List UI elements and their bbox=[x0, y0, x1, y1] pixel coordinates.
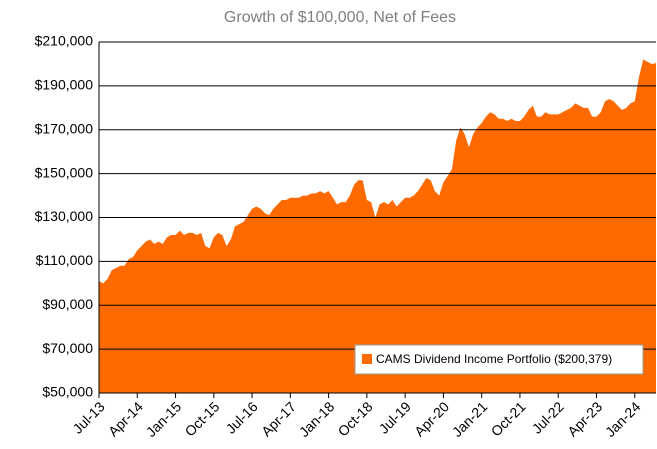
legend-swatch bbox=[362, 354, 372, 364]
x-tick-label: Jul-19 bbox=[376, 398, 414, 436]
x-tick-label: Oct-15 bbox=[182, 398, 223, 439]
y-tick-label: $90,000 bbox=[42, 296, 93, 312]
y-tick-label: $110,000 bbox=[36, 252, 94, 268]
x-tick-label: Jul-13 bbox=[69, 398, 107, 436]
x-tick-label: Jul-16 bbox=[223, 398, 261, 436]
y-tick-label: $170,000 bbox=[35, 120, 94, 136]
y-tick-label: $130,000 bbox=[35, 208, 94, 224]
x-tick-label: Jan-21 bbox=[449, 398, 491, 440]
chart-title: Growth of $100,000, Net of Fees bbox=[224, 9, 456, 26]
y-tick-label: $210,000 bbox=[35, 33, 94, 49]
x-tick-label: Jan-24 bbox=[602, 398, 644, 440]
legend-box bbox=[354, 344, 644, 375]
area bbox=[99, 59, 656, 394]
x-tick-label: Apr-14 bbox=[105, 398, 146, 439]
x-tick-label: Oct-21 bbox=[488, 398, 529, 439]
y-tick-label: $190,000 bbox=[35, 77, 94, 93]
y-tick-label: $70,000 bbox=[42, 340, 93, 356]
x-tick-label: Apr-17 bbox=[258, 398, 299, 439]
legend-label: CAMS Dividend Income Portfolio ($200,379… bbox=[376, 352, 612, 366]
x-tick-label: Apr-23 bbox=[564, 398, 605, 439]
x-tick-label: Jul-22 bbox=[529, 398, 567, 436]
x-tick-label: Jan-18 bbox=[296, 398, 338, 440]
y-tick-label: $150,000 bbox=[35, 164, 94, 180]
x-tick-label: Jan-15 bbox=[143, 398, 185, 440]
x-tick-label: Apr-20 bbox=[411, 398, 452, 439]
legend: CAMS Dividend Income Portfolio ($200,379… bbox=[354, 344, 644, 375]
y-tick-label: $50,000 bbox=[42, 384, 93, 400]
x-tick-label: Oct-18 bbox=[335, 398, 376, 439]
